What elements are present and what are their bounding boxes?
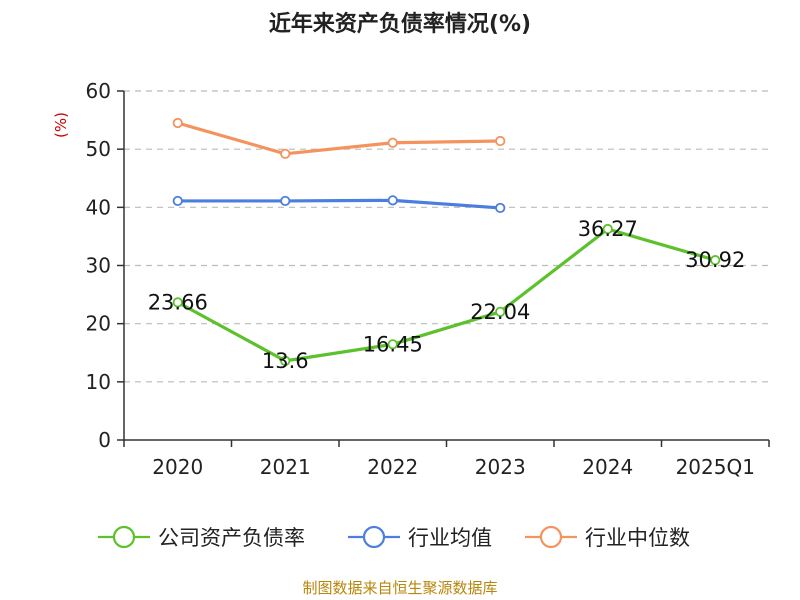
- series-line: [176, 198, 502, 210]
- data-point[interactable]: [280, 195, 291, 207]
- series-2: [172, 117, 506, 159]
- y-tick-label: 30: [86, 254, 111, 278]
- y-tick-label: 40: [86, 195, 111, 219]
- series-line: [176, 121, 502, 156]
- data-point[interactable]: [280, 148, 291, 159]
- series-lines: [172, 117, 721, 366]
- data-point[interactable]: [710, 255, 721, 266]
- y-tick-label: 20: [86, 312, 111, 336]
- data-point[interactable]: [280, 355, 291, 366]
- data-label: 23.66: [148, 290, 208, 314]
- series-1: [172, 195, 506, 214]
- x-tick-label: 2020: [152, 455, 203, 479]
- data-point[interactable]: [387, 137, 398, 148]
- data-point[interactable]: [172, 117, 183, 129]
- series-line: [176, 227, 717, 363]
- y-tick-label: 0: [98, 428, 111, 452]
- legend-label: 行业均值: [408, 526, 492, 550]
- y-tick-label: 10: [86, 370, 111, 394]
- data-point[interactable]: [387, 195, 398, 206]
- x-tick-label: 2024: [582, 455, 633, 479]
- data-point[interactable]: [602, 223, 613, 235]
- data-point[interactable]: [495, 306, 506, 317]
- x-tick-label: 2022: [367, 455, 418, 479]
- legend-item[interactable]: 公司资产负债率: [98, 525, 305, 550]
- legend-item[interactable]: 行业中位数: [525, 525, 690, 550]
- legend-label: 行业中位数: [585, 526, 690, 550]
- y-tick-label: 50: [86, 137, 111, 161]
- data-point[interactable]: [495, 135, 506, 147]
- legend-label: 公司资产负债率: [158, 526, 305, 550]
- y-axis-label: (%): [52, 112, 70, 138]
- data-label: 36.27: [578, 217, 638, 241]
- data-labels: 23.66 13.6 16.45 22.04 36.27 30.92: [148, 217, 746, 373]
- legend-item[interactable]: 行业均值: [348, 525, 492, 550]
- data-label: 13.6: [262, 349, 309, 373]
- legend-marker-icon: [362, 525, 386, 549]
- data-point[interactable]: [172, 297, 183, 308]
- series-0: [172, 223, 721, 366]
- source-note: 制图数据来自恒生聚源数据库: [302, 579, 497, 597]
- data-label: 30.92: [685, 248, 745, 272]
- chart-title: 近年来资产负债率情况(%): [269, 11, 531, 37]
- data-label: 16.45: [363, 332, 423, 356]
- axes: 0 10 20 30 40 50 60 2020 2021 2022 2023 2024 2025Q1: [86, 79, 770, 479]
- x-tick-label: 2021: [260, 455, 311, 479]
- x-tick-label: 2025Q1: [676, 455, 755, 479]
- data-label: 22.04: [470, 300, 530, 324]
- x-tick-label: 2023: [475, 455, 526, 479]
- data-point[interactable]: [172, 195, 183, 207]
- data-point[interactable]: [387, 339, 398, 350]
- legend[interactable]: 公司资产负债率 行业均值 行业中位数: [98, 525, 690, 550]
- y-tick-label: 60: [86, 79, 111, 103]
- legend-marker-icon: [539, 525, 563, 549]
- data-point[interactable]: [495, 202, 506, 214]
- grid-lines: [124, 90, 769, 383]
- legend-marker-icon: [112, 525, 136, 549]
